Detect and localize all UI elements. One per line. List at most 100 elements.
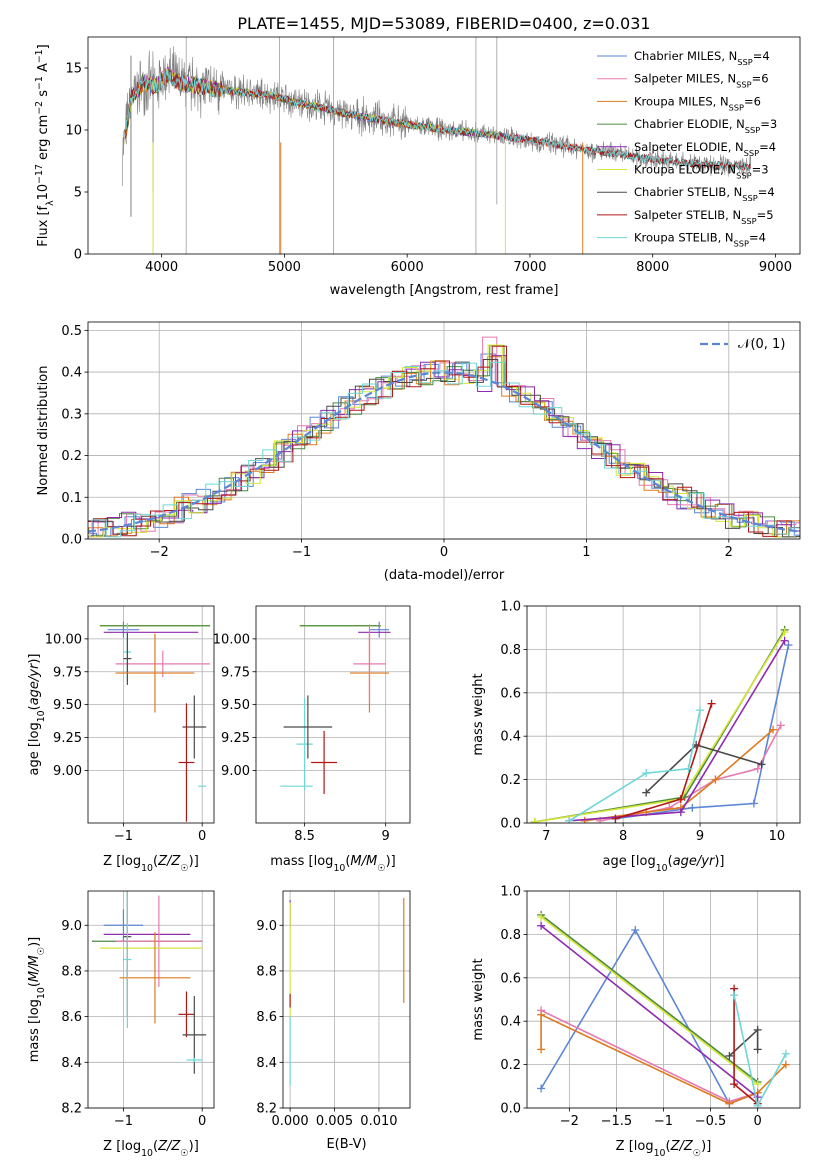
label-part: −1 (34, 76, 45, 90)
plot-area (88, 336, 800, 538)
plus-marker (537, 1084, 546, 1093)
legend: 𝒩(0, 1) (700, 337, 785, 352)
label-part: 10 (656, 863, 668, 874)
label-part: SSP (745, 125, 760, 135)
line-kroupa-elodie (534, 631, 786, 823)
y-tick-label: 0.2 (500, 773, 521, 788)
error-point (107, 621, 140, 638)
grid (283, 891, 410, 1109)
y-tick-label: 0.0 (61, 533, 82, 548)
label-part: 10 (654, 1148, 666, 1159)
x-axis-label: Z [log10(Z/Z☉)] (103, 1139, 199, 1159)
x-tick-label: −1 (114, 829, 133, 844)
label-part: )] (189, 854, 199, 869)
x-tick-label: 10 (769, 829, 786, 844)
grid (88, 606, 214, 823)
plus-marker (530, 817, 539, 823)
plot-area (289, 897, 405, 1086)
plus-marker (707, 699, 716, 708)
y-tick-label: 9.75 (221, 665, 250, 680)
error-point (115, 895, 203, 987)
y-tick-label: 10 (65, 124, 82, 139)
label-part: )] (189, 1139, 199, 1154)
data-spectrum-line (122, 46, 751, 186)
x-axis-label: E(B-V) (326, 1137, 366, 1152)
figure-title: PLATE=1455, MJD=53089, FIBERID=0400, z=0… (237, 14, 650, 33)
label-part: )] (27, 937, 42, 947)
label-part: Salpeter MILES, N (634, 72, 736, 86)
x-tick-label: 0.005 (316, 1114, 353, 1129)
x-tick-label: 9000 (759, 260, 792, 275)
line-salpeter-elodie (540, 925, 759, 1098)
y-tick-label: 9.50 (53, 698, 82, 713)
line-chabrier-elodie (534, 629, 786, 823)
label-part: −1 (34, 49, 45, 63)
line-kroupa-stelib (568, 710, 701, 822)
y-axis-label: Normed distribution (36, 366, 51, 496)
label-part: M/M (350, 854, 377, 869)
x-axis-label: (data-model)/error (384, 568, 505, 583)
y-tick-label: 9.0 (256, 919, 277, 934)
y-tick-label: 9.50 (221, 698, 250, 713)
label-part: =4 (758, 185, 775, 199)
label-part: SSP (741, 216, 756, 226)
label-part: Chabrier STELIB, N (634, 185, 742, 199)
y-tick-label: 0.2 (61, 449, 82, 464)
axes-frame (526, 605, 801, 824)
line-salpeter-elodie (569, 640, 786, 822)
y-tick-label: 8.4 (256, 1056, 277, 1071)
plus-marker (611, 814, 620, 823)
y-tick-label: 8.2 (61, 1102, 82, 1117)
label-part: =3 (760, 117, 777, 131)
y-tick-label: 8.2 (256, 1102, 277, 1117)
error-point (115, 633, 195, 713)
plus-marker (753, 764, 762, 773)
x-tick-label: 6000 (391, 260, 424, 275)
normal-curve (88, 371, 798, 533)
y-tick-label: 9.00 (53, 764, 82, 779)
x-tick-label: 8.5 (294, 829, 315, 844)
model-line-kroupa-stelib (124, 69, 751, 171)
label-part: Z/Z (157, 1139, 181, 1154)
label-part: Salpeter ELODIE, N (634, 140, 744, 154)
error-point (178, 991, 195, 1038)
y-axis-label: Flux [fλ10−17 erg cm−2 s−1 A−1] (34, 44, 56, 246)
label-part: SSP (734, 239, 749, 249)
plus-marker (684, 764, 693, 773)
label-part: −17 (34, 164, 45, 184)
x-tick-label: 0 (753, 1114, 761, 1129)
x-axis-label: Z [log10(Z/Z☉)] (616, 1139, 712, 1159)
x-tick-label: −1 (114, 1114, 133, 1129)
y-tick-label: 8.8 (61, 964, 82, 979)
line-chabrier-elodie (540, 914, 759, 1083)
model-line-salpeter-stelib (124, 68, 751, 171)
label-part: ( (153, 1139, 158, 1154)
y-tick-label: 0.8 (500, 643, 521, 658)
label-part: Salpeter STELIB, N (634, 208, 741, 222)
axes-massweight-z: −2 −1.5 −1 −0.5 0 0.0 0.2 0.4 0.6 0.8 1.0 Z [log10(… (471, 885, 801, 1159)
label-part: Kroupa ELODIE, N (634, 163, 736, 177)
error-point (311, 730, 338, 795)
label-part: age [log (602, 854, 655, 869)
plus-marker (753, 1025, 762, 1034)
y-tick-label: 8.8 (256, 964, 277, 979)
label-part: SSP (737, 57, 752, 67)
label-part: Z/Z (157, 854, 181, 869)
plus-marker (780, 636, 789, 645)
plot-area (280, 621, 391, 795)
y-tick-label: 1.0 (500, 885, 521, 900)
legend-label: Chabrier MILES, NSSP=4 (634, 49, 770, 67)
legend-label: Chabrier ELODIE, NSSP=3 (634, 117, 777, 135)
y-tick-label: 9.75 (53, 665, 82, 680)
plus-marker (725, 1099, 734, 1108)
label-part: Kroupa MILES, N (634, 94, 729, 108)
y-axis-label: mass weight (471, 958, 486, 1040)
x-tick-label: 0.000 (271, 1114, 308, 1129)
error-point (296, 698, 313, 791)
axes-frame (255, 605, 411, 824)
y-tick-label: 8.4 (61, 1056, 82, 1071)
label-part: 10 (36, 710, 47, 722)
legend-label: Kroupa STELIB, NSSP=4 (634, 231, 766, 249)
label-part: −2 (34, 101, 45, 115)
